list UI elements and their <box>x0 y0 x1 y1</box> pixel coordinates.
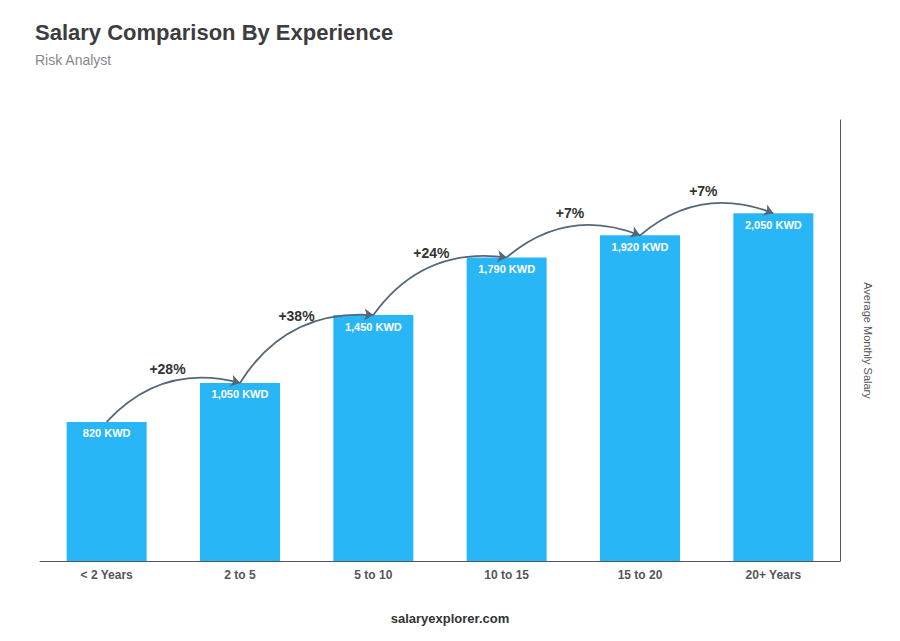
svg-text:+7%: +7% <box>689 183 718 199</box>
svg-text:+24%: +24% <box>413 245 450 261</box>
svg-text:+7%: +7% <box>556 205 585 221</box>
svg-text:< 2 Years: < 2 Years <box>81 568 133 582</box>
svg-text:1,920 KWD: 1,920 KWD <box>612 241 669 253</box>
svg-text:Average Monthly Salary: Average Monthly Salary <box>862 282 874 399</box>
svg-text:Risk Analyst: Risk Analyst <box>35 52 111 68</box>
svg-text:2 to 5: 2 to 5 <box>224 568 256 582</box>
svg-text:20+ Years: 20+ Years <box>746 568 802 582</box>
svg-text:1,790 KWD: 1,790 KWD <box>478 263 535 275</box>
svg-text:2,050 KWD: 2,050 KWD <box>745 219 802 231</box>
svg-text:Salary Comparison By Experienc: Salary Comparison By Experience <box>35 20 393 45</box>
svg-text:10 to 15: 10 to 15 <box>484 568 529 582</box>
svg-text:+38%: +38% <box>278 308 315 324</box>
svg-text:1,050 KWD: 1,050 KWD <box>212 388 269 400</box>
svg-text:+28%: +28% <box>149 361 186 377</box>
svg-text:820 KWD: 820 KWD <box>83 427 131 439</box>
svg-text:5 to 10: 5 to 10 <box>354 568 392 582</box>
svg-text:15 to 20: 15 to 20 <box>618 568 663 582</box>
svg-text:1,450 KWD: 1,450 KWD <box>345 321 402 333</box>
svg-text:salaryexplorer.com: salaryexplorer.com <box>391 611 510 626</box>
